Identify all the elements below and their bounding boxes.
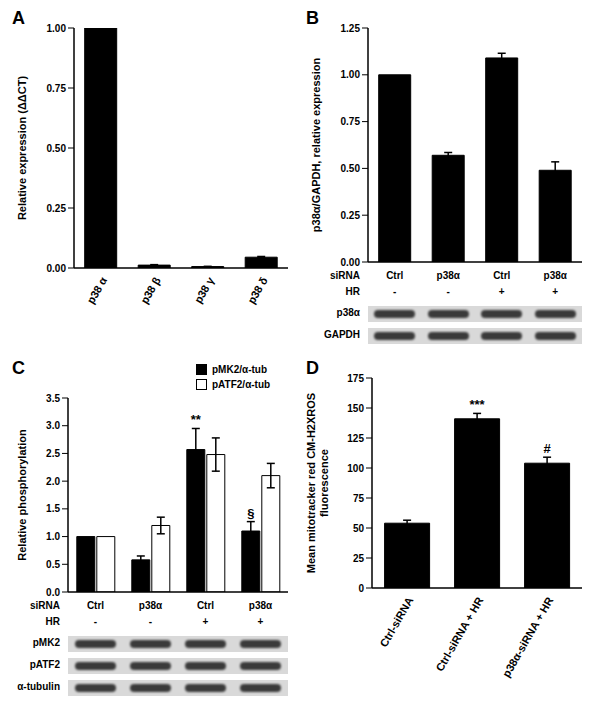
- svg-text:50: 50: [353, 523, 365, 534]
- svg-text:75: 75: [353, 493, 365, 504]
- svg-text:0.00: 0.00: [47, 263, 67, 274]
- svg-text:0.5: 0.5: [46, 559, 60, 570]
- svg-text:0.00: 0.00: [341, 257, 361, 268]
- html-text:Relative phosphorylation: Relative phosphorylation: [15, 429, 28, 561]
- html-text:siRNA: siRNA: [330, 270, 360, 281]
- svg-text:25: 25: [353, 553, 365, 564]
- svg-text:Ctrl-siRNA: Ctrl-siRNA: [377, 595, 415, 649]
- svg-text:Ctrl-siRNA + HR: Ctrl-siRNA + HR: [433, 595, 485, 673]
- html-text:Ctrl: Ctrl: [196, 600, 215, 611]
- html-text:p38α/GAPDH, relative expressio: p38α/GAPDH, relative expression: [309, 57, 322, 233]
- svg-text:1.00: 1.00: [341, 69, 361, 80]
- html-text:siRNA: siRNA: [30, 600, 60, 611]
- svg-text:1.00: 1.00: [47, 23, 67, 34]
- svg-text:0.75: 0.75: [341, 116, 361, 127]
- svg-text:p38 γ: p38 γ: [192, 274, 217, 305]
- html-text:pMK2/α-tub: pMK2/α-tub: [212, 364, 267, 375]
- html-text:GAPDH: GAPDH: [323, 329, 360, 340]
- html-text:HR: HR: [345, 286, 360, 297]
- html-text:α-tubulin: α-tubulin: [17, 681, 60, 692]
- svg-text:1.5: 1.5: [46, 503, 60, 514]
- html-text:Mean mitotracker red CM-H2XROS: Mean mitotracker red CM-H2XROS fluoresce…: [305, 392, 330, 574]
- html-text:HR: HR: [45, 616, 60, 627]
- svg-text:125: 125: [347, 433, 364, 444]
- html-text:B: B: [306, 8, 319, 28]
- svg-text:3.0: 3.0: [46, 420, 60, 431]
- html-text:Ctrl: Ctrl: [86, 600, 105, 611]
- svg-text:p38α-siRNA + HR: p38α-siRNA + HR: [500, 595, 556, 679]
- svg-text:***: ***: [470, 397, 486, 412]
- svg-text:150: 150: [347, 403, 364, 414]
- html-text:p38α: p38α: [336, 307, 360, 318]
- svg-text:100: 100: [347, 463, 364, 474]
- html-text:p38α: p38α: [543, 270, 567, 281]
- svg-text:3.5: 3.5: [46, 393, 60, 404]
- svg-text:2.5: 2.5: [46, 448, 60, 459]
- html-text:C: C: [12, 358, 25, 378]
- svg-text:p38 β: p38 β: [138, 275, 163, 306]
- svg-text:0.50: 0.50: [47, 143, 67, 154]
- html-text:pATF2: pATF2: [29, 659, 60, 670]
- html-text:Relative expression (ΔΔCT): Relative expression (ΔΔCT): [15, 75, 28, 221]
- html-text:Ctrl: Ctrl: [493, 270, 511, 281]
- svg-text:0.0: 0.0: [46, 587, 60, 598]
- html-text:p38α: p38α: [436, 270, 460, 281]
- svg-text:1.25: 1.25: [341, 23, 361, 34]
- svg-text:p38 δ: p38 δ: [245, 275, 270, 306]
- html-text:pATF2/α-tub: pATF2/α-tub: [212, 379, 271, 390]
- html-text:pMK2: pMK2: [32, 637, 60, 648]
- html-text:p38α: p38α: [248, 600, 273, 611]
- svg-text:0: 0: [358, 583, 364, 594]
- svg-text:p38 α: p38 α: [84, 275, 109, 306]
- svg-text:0.50: 0.50: [341, 163, 361, 174]
- svg-text:#: #: [543, 441, 551, 456]
- svg-text:0.25: 0.25: [47, 203, 67, 214]
- svg-text:1.0: 1.0: [46, 531, 60, 542]
- svg-text:2.0: 2.0: [46, 476, 60, 487]
- svg-text:175: 175: [347, 373, 364, 384]
- html-text:p38α: p38α: [138, 600, 163, 611]
- html-text:Ctrl: Ctrl: [386, 270, 404, 281]
- svg-text:**: **: [191, 412, 202, 427]
- svg-text:§: §: [247, 506, 254, 521]
- html-text:A: A: [12, 8, 25, 28]
- html-text:D: D: [306, 358, 319, 378]
- svg-text:0.25: 0.25: [341, 210, 361, 221]
- svg-text:0.75: 0.75: [47, 83, 67, 94]
